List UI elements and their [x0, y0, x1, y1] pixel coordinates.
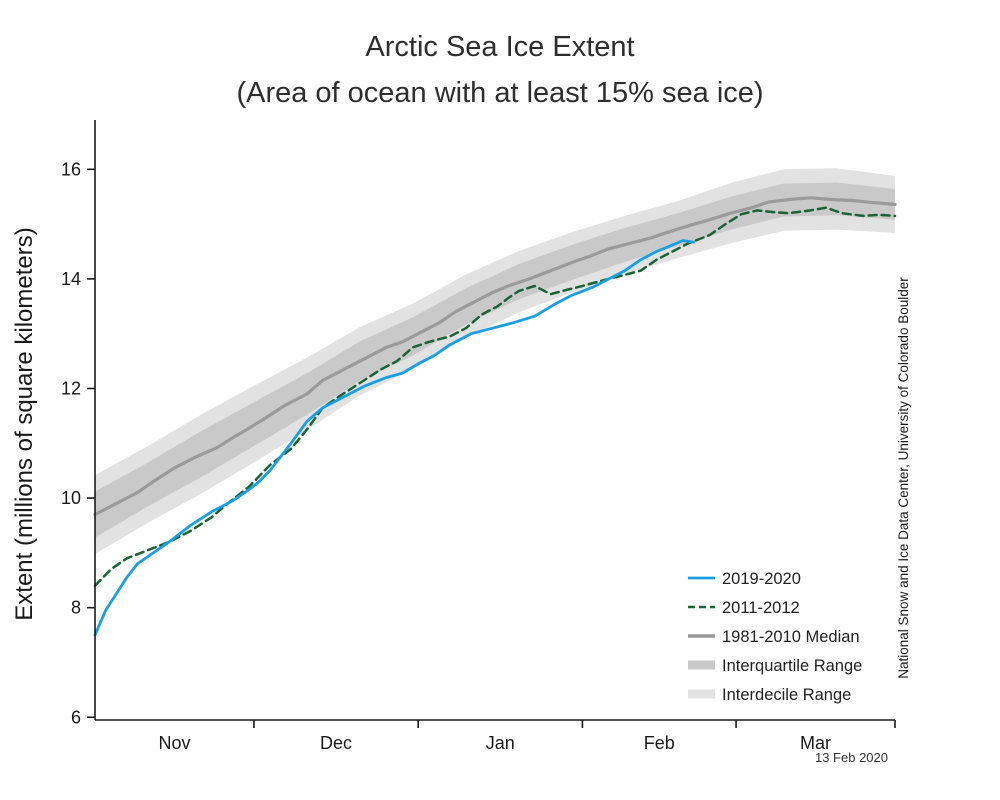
- y-tick-label: 10: [61, 488, 81, 508]
- y-tick-label: 16: [61, 159, 81, 179]
- date-label: 13 Feb 2020: [815, 750, 888, 765]
- series-layer: [93, 196, 897, 637]
- legend-item-interdecile-range: Interdecile Range: [688, 686, 851, 704]
- series-1981-2010-median: [93, 196, 897, 517]
- axes-layer: 6 8 10 12 14 16 Nov Dec Jan Feb Mar: [61, 120, 896, 753]
- x-tick-label-feb: Feb: [644, 733, 675, 753]
- legend-label: Interquartile Range: [722, 657, 862, 675]
- series-2011-2012: [93, 206, 897, 588]
- band-interdecile-range: [95, 168, 895, 554]
- y-tick-label: 14: [61, 269, 81, 289]
- legend-label: 2011-2012: [722, 599, 800, 617]
- legend-label: 2019-2020: [722, 570, 801, 588]
- x-tick-label-jan: Jan: [486, 733, 515, 753]
- x-tick-label-mar: Mar: [800, 733, 831, 753]
- y-tick-label: 12: [61, 378, 81, 398]
- legend-item-2011-2012: 2011-2012: [688, 599, 800, 617]
- chart-subtitle: (Area of ocean with at least 15% sea ice…: [236, 77, 763, 109]
- bands-layer: [95, 168, 895, 554]
- legend-item-2019-2020: 2019-2020: [688, 570, 801, 588]
- y-axis-title: Extent (millions of square kilometers): [11, 227, 38, 620]
- y-tick-label: 8: [71, 598, 81, 618]
- legend-label: Interdecile Range: [722, 686, 851, 704]
- series-2019-2020: [93, 239, 696, 637]
- legend-label: 1981-2010 Median: [722, 628, 860, 646]
- x-tick-label-dec: Dec: [320, 733, 352, 753]
- chart-title: Arctic Sea Ice Extent: [365, 31, 634, 63]
- y-tick-label: 6: [71, 707, 81, 727]
- x-tick-label-nov: Nov: [158, 733, 190, 753]
- credit-text: National Snow and Ice Data Center, Unive…: [896, 277, 911, 679]
- legend-item-interquartile-range: Interquartile Range: [688, 657, 862, 675]
- legend-item-1981-2010-median: 1981-2010 Median: [688, 628, 860, 646]
- legend: 2019-2020 2011-2012 1981-2010 Median Interq…: [688, 570, 862, 704]
